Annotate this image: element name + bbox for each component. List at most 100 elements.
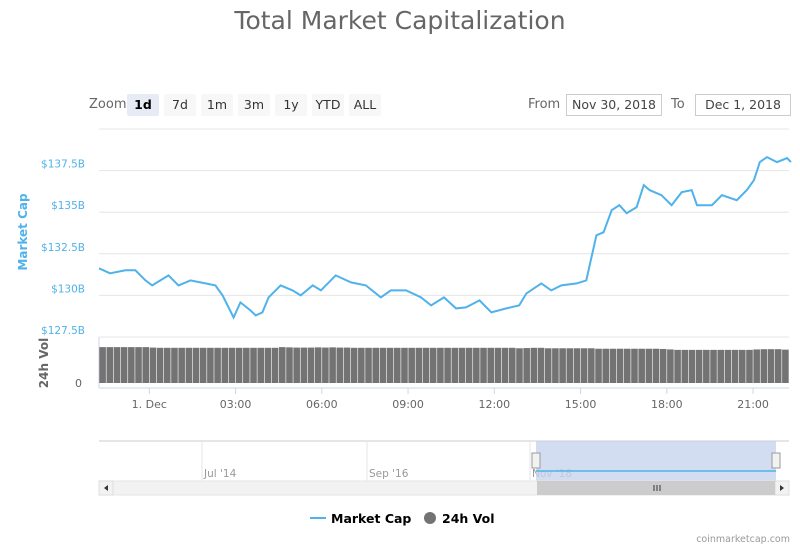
volume-bar: [135, 347, 142, 383]
volume-bar: [458, 347, 466, 383]
zoom-button-ytd[interactable]: YTD: [312, 94, 344, 116]
volume-bar: [221, 347, 229, 383]
volume-tick-0: 0: [75, 377, 82, 390]
volume-bar: [278, 347, 286, 383]
legend-item-24h-vol[interactable]: 24h Vol: [424, 511, 495, 526]
x-tick-label: 06:00: [306, 398, 338, 411]
volume-bar: [120, 347, 128, 383]
volume-bar: [566, 348, 574, 383]
volume-bar: [703, 349, 710, 383]
x-tick-label: 18:00: [651, 398, 683, 411]
volume-bar: [674, 349, 681, 383]
x-tick-label: 15:00: [565, 398, 597, 411]
arrow-left-icon: [104, 485, 108, 491]
volume-bar: [243, 347, 250, 383]
volume-bar: [595, 348, 602, 383]
x-tick-label: 09:00: [392, 398, 424, 411]
volume-bar: [264, 347, 272, 383]
volume-bar: [358, 347, 365, 383]
volume-bar: [235, 347, 243, 383]
volume-bar: [638, 348, 645, 383]
volume-bar: [307, 347, 315, 383]
volume-bar: [710, 349, 717, 383]
navigator-tick-label: Sep '16: [369, 468, 409, 480]
volume-bar: [293, 347, 300, 383]
volume-bar: [444, 347, 451, 383]
volume-bar: [386, 347, 394, 383]
from-label: From: [528, 97, 561, 112]
credit-link[interactable]: coinmarketcap.com: [696, 534, 790, 545]
volume-bar: [192, 347, 200, 383]
volume-bar: [724, 349, 732, 383]
zoom-button-all[interactable]: ALL: [349, 94, 381, 116]
volume-bar: [688, 349, 696, 383]
volume-bar: [667, 349, 674, 383]
volume-bar: [329, 347, 336, 383]
volume-bar: [314, 347, 322, 383]
market-cap-line: [98, 155, 792, 320]
volume-bar: [178, 347, 185, 383]
volume-bar: [559, 348, 566, 383]
grip-icon: [653, 485, 661, 491]
y-tick-label: $130B: [51, 283, 85, 295]
volume-bar: [113, 347, 121, 383]
zoom-button-1d[interactable]: 1d: [127, 94, 159, 116]
volume-bar: [128, 347, 135, 383]
volume-bar: [609, 348, 617, 383]
volume-bar: [199, 347, 207, 383]
volume-bar: [731, 349, 739, 383]
volume-bar: [142, 347, 150, 383]
y-tick-label: $137.5B: [41, 159, 85, 171]
volume-bar: [473, 347, 480, 383]
volume-bar: [602, 348, 610, 383]
volume-bar: [537, 347, 545, 383]
volume-bar: [717, 349, 725, 383]
scrollbar-thumb[interactable]: [537, 481, 775, 495]
volume-bar: [774, 349, 782, 383]
volume-bar: [588, 348, 595, 383]
volume-bar: [487, 347, 495, 383]
legend-item-market-cap[interactable]: Market Cap: [310, 511, 411, 526]
volume-bar: [379, 347, 387, 383]
to-date-input[interactable]: Dec 1, 2018: [695, 94, 791, 116]
navigator-left-handle[interactable]: [531, 452, 541, 469]
volume-bar: [782, 349, 789, 383]
volume-bar: [465, 347, 473, 383]
volume-bar: [552, 348, 559, 383]
volume-bar: [228, 347, 236, 383]
volume-bar: [401, 347, 408, 383]
volume-bar: [271, 347, 279, 383]
navigator-tick-label: Jul '14: [203, 468, 237, 480]
zoom-button-7d[interactable]: 7d: [164, 94, 196, 116]
volume-bar: [746, 349, 753, 383]
volume-bar: [408, 347, 415, 383]
volume-bar: [343, 347, 351, 383]
volume-bar: [99, 347, 106, 383]
volume-bar: [336, 347, 344, 383]
zoom-button-3m[interactable]: 3m: [238, 94, 270, 116]
volume-bar: [494, 347, 502, 383]
zoom-button-1m[interactable]: 1m: [201, 94, 233, 116]
volume-bar: [530, 347, 538, 383]
volume-bar: [623, 348, 631, 383]
volume-bar: [163, 347, 171, 383]
volume-bar: [106, 347, 114, 383]
y-tick-label: $132.5B: [41, 242, 85, 254]
zoom-button-1y[interactable]: 1y: [275, 94, 307, 116]
navigator-right-handle[interactable]: [771, 452, 781, 469]
legend-label: Market Cap: [331, 511, 411, 526]
volume-bar: [480, 347, 487, 383]
volume-bar: [393, 347, 401, 383]
x-tick-label: 1. Dec: [132, 398, 167, 411]
from-date-input[interactable]: Nov 30, 2018: [566, 94, 662, 116]
navigator-selected-range[interactable]: [536, 441, 776, 481]
volume-bar: [681, 349, 689, 383]
volume-bar: [753, 349, 760, 383]
volume-bar: [544, 348, 552, 383]
volume-bar: [516, 348, 523, 383]
legend-label: 24h Vol: [442, 511, 495, 526]
volume-bar: [250, 347, 257, 383]
volume-bar: [415, 347, 423, 383]
zoom-label: Zoom: [89, 97, 127, 112]
